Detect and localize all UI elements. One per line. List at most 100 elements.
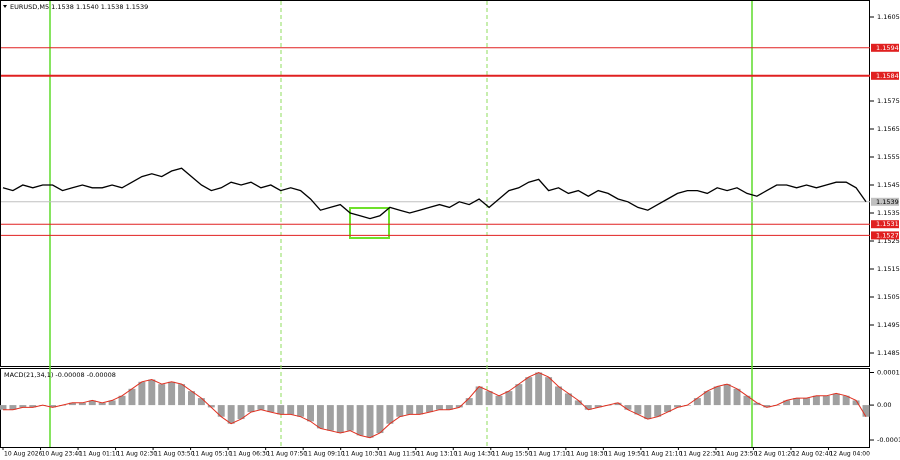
y-tick-label: 1.1485 — [877, 349, 900, 357]
macd-bar — [505, 391, 513, 406]
level-tag — [871, 71, 899, 80]
macd-bar — [743, 395, 751, 406]
macd-bar — [574, 400, 582, 406]
macd-bar — [217, 405, 225, 417]
macd-bar — [187, 391, 195, 406]
x-tick-label: 12 Aug 01:20 — [754, 451, 795, 458]
macd-label: MACD(21,34,1) -0.00008 -0.00008 — [4, 371, 116, 379]
macd-bar — [832, 393, 840, 406]
macd-bar — [535, 372, 543, 406]
x-tick-label: 11 Aug 10:30 — [342, 451, 383, 458]
macd-bar — [9, 405, 17, 410]
macd-bar — [0, 405, 7, 410]
y-tick-label: 1.1565 — [877, 125, 900, 133]
macd-bar — [674, 405, 682, 408]
x-tick-label: 11 Aug 13:10 — [417, 451, 458, 458]
y-tick-label: 0.00 — [877, 401, 891, 409]
macd-bar — [763, 405, 771, 408]
macd-bar — [515, 384, 523, 406]
x-tick-label: 11 Aug 15:50 — [492, 451, 533, 458]
macd-bar — [19, 405, 27, 408]
macd-bar — [68, 402, 76, 406]
title-arrow — [3, 5, 7, 8]
macd-bar — [624, 405, 632, 410]
macd-bar — [287, 405, 295, 415]
level-label: 1.1594 — [876, 44, 899, 52]
macd-bar — [555, 386, 562, 406]
macd-bar — [326, 405, 334, 431]
macd-bar — [842, 395, 850, 406]
y-tick-label: 1.1555 — [877, 153, 900, 161]
y-tick-label: -0.00015 — [877, 436, 900, 444]
price-panel — [0, 0, 870, 367]
macd-bar — [158, 384, 166, 406]
x-tick-label: 11 Aug 14:30 — [454, 451, 495, 458]
macd-bar — [277, 405, 285, 415]
macd-bar — [29, 405, 37, 408]
macd-bar — [634, 405, 642, 415]
macd-bar — [267, 405, 275, 413]
x-tick-label: 11 Aug 06:30 — [229, 451, 270, 458]
macd-bar — [733, 388, 741, 406]
macd-bar — [148, 379, 156, 406]
macd-signal — [3, 371, 867, 439]
macd-bar — [753, 402, 761, 406]
macd-bar — [495, 395, 503, 406]
x-tick-label: 12 Aug 02:40 — [792, 451, 833, 458]
macd-bar — [406, 405, 414, 415]
macd-bar — [247, 405, 255, 413]
macd-bar — [356, 405, 364, 436]
macd-bar — [803, 398, 810, 406]
macd-bar — [396, 405, 404, 417]
macd-bar — [386, 405, 394, 424]
level-label: 1.1584 — [876, 72, 899, 80]
macd-bar — [376, 405, 384, 434]
x-tick-label: 11 Aug 09:10 — [304, 451, 345, 458]
y-tick-label: 1.1515 — [877, 265, 900, 273]
macd-bar — [525, 377, 533, 406]
y-tick-label: 1.1605 — [877, 13, 900, 21]
macd-bar — [416, 405, 424, 415]
level-tag — [871, 220, 899, 229]
x-tick-label: 10 Aug 2026 — [4, 451, 43, 458]
macd-bar — [237, 405, 245, 420]
y-tick-label: 1.1545 — [877, 181, 900, 189]
level-tag — [871, 231, 899, 240]
macd-bar — [88, 400, 96, 406]
macd-bar — [336, 405, 344, 434]
macd-bar — [455, 405, 463, 408]
macd-bar — [118, 395, 126, 406]
x-tick-label: 11 Aug 18:30 — [567, 451, 608, 458]
level-label: 1.1531 — [876, 220, 899, 228]
macd-bar — [852, 400, 860, 406]
macd-bar — [654, 405, 662, 417]
macd-bar — [207, 405, 215, 408]
x-tick-label: 11 Aug 22:30 — [679, 451, 720, 458]
x-tick-label: 11 Aug 17:10 — [529, 451, 570, 458]
macd-bar — [812, 395, 820, 406]
x-tick-label: 11 Aug 05:10 — [192, 451, 233, 458]
macd-bar — [465, 398, 473, 406]
y-tick-label: 1.1495 — [877, 321, 900, 329]
macd-bar — [564, 393, 572, 406]
macd-bar — [108, 400, 116, 406]
macd-bar — [346, 405, 354, 431]
macd-bar — [862, 405, 870, 417]
macd-bar — [445, 405, 453, 410]
macd-bar — [614, 402, 622, 406]
macd-bar — [545, 377, 553, 406]
x-tick-label: 11 Aug 23:50 — [717, 451, 758, 458]
macd-bar — [138, 381, 146, 406]
macd-bar — [297, 405, 305, 417]
chart-title: EURUSD,M5 1.1538 1.1540 1.1538 1.1539 — [10, 3, 148, 11]
x-tick-label: 12 Aug 04:00 — [829, 451, 870, 458]
level-label: 1.1527 — [876, 231, 899, 239]
macd-bar — [307, 405, 314, 422]
macd-bar — [257, 405, 265, 410]
x-tick-label: 11 Aug 21:10 — [642, 451, 683, 458]
macd-bar — [783, 400, 791, 406]
macd-bar — [98, 402, 106, 406]
macd-bar — [713, 386, 721, 406]
macd-bar — [793, 398, 801, 406]
